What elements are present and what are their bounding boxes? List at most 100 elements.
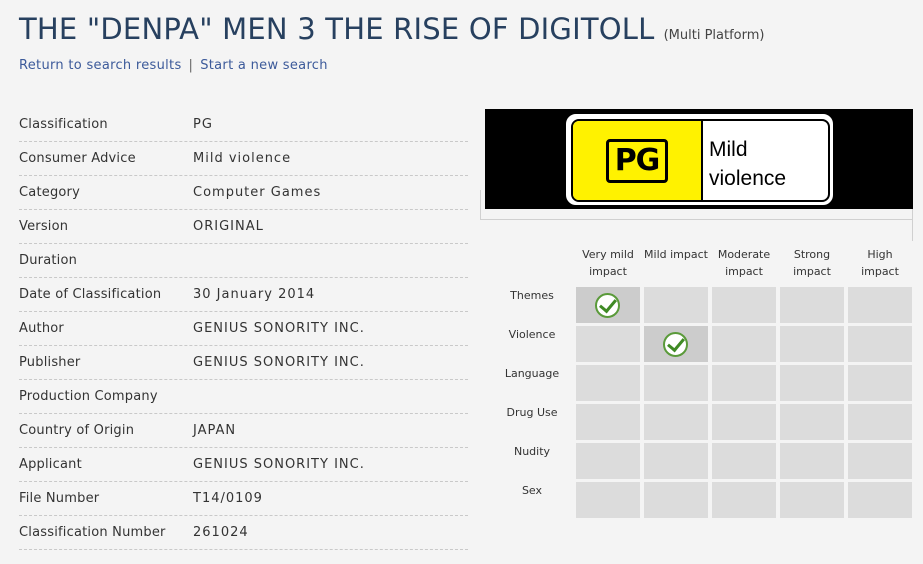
detail-value: GENIUS SONORITY INC.: [193, 355, 365, 370]
impact-cell: [644, 443, 708, 479]
detail-label: Production Company: [19, 389, 158, 404]
classification-details: Classification PG Consumer Advice Mild viol…: [19, 108, 468, 550]
impact-cell: [780, 404, 844, 440]
detail-label: Version: [19, 219, 69, 234]
check-circle-icon: [663, 332, 688, 357]
impact-level-header: Very mild impact: [575, 246, 641, 280]
detail-value: GENIUS SONORITY INC.: [193, 321, 365, 336]
impact-cell: [644, 482, 708, 518]
impact-cell: [848, 443, 912, 479]
advice-line-1: Mild: [709, 138, 748, 161]
impact-level-line: impact: [725, 265, 763, 278]
check-circle-icon: [595, 293, 620, 318]
impact-cell: [848, 482, 912, 518]
impact-cell: [780, 443, 844, 479]
impact-cell: [576, 287, 640, 323]
impact-cell: [848, 287, 912, 323]
detail-label: Category: [19, 185, 80, 200]
detail-row: Applicant GENIUS SONORITY INC.: [19, 448, 468, 482]
impact-level-line: Mild impact: [644, 248, 708, 261]
impact-cell: [780, 326, 844, 362]
impact-cell: [848, 326, 912, 362]
new-search-link[interactable]: Start a new search: [200, 58, 328, 73]
impact-cell: [644, 365, 708, 401]
detail-row: Consumer Advice Mild violence: [19, 142, 468, 176]
detail-row: File Number T14/0109: [19, 482, 468, 516]
impact-cell: [848, 365, 912, 401]
impact-cell: [644, 404, 708, 440]
detail-label: File Number: [19, 491, 100, 506]
impact-element-label: Sex: [521, 484, 543, 497]
detail-row: Version ORIGINAL: [19, 210, 468, 244]
detail-label: Consumer Advice: [19, 151, 136, 166]
pg-rating-label: PG Mild violence: [566, 114, 833, 205]
impact-level-header: Moderate impact: [711, 246, 777, 280]
impact-cell: [712, 404, 776, 440]
impact-cell: [576, 482, 640, 518]
detail-value: Computer Games: [193, 185, 322, 200]
impact-level-line: Strong: [793, 248, 831, 261]
detail-value: PG: [193, 117, 213, 132]
link-separator: |: [188, 58, 194, 73]
detail-label: Classification Number: [19, 525, 166, 540]
impact-cell: [712, 326, 776, 362]
detail-label: Country of Origin: [19, 423, 135, 438]
detail-label: Duration: [19, 253, 78, 268]
impact-cell: [848, 404, 912, 440]
detail-value: GENIUS SONORITY INC.: [193, 457, 365, 472]
impact-element-label: Drug Use: [506, 406, 558, 419]
impact-element-label: Themes: [510, 289, 554, 302]
impact-cell: [712, 443, 776, 479]
impact-level-line: impact: [793, 265, 831, 278]
detail-value: T14/0109: [193, 491, 263, 506]
detail-label: Classification: [19, 117, 108, 132]
detail-label: Applicant: [19, 457, 82, 472]
impact-cell: [780, 482, 844, 518]
detail-label: Author: [19, 321, 64, 336]
impact-cell: [712, 287, 776, 323]
impact-cell: [712, 482, 776, 518]
consumer-advice-text: Mild violence: [703, 121, 786, 200]
detail-value: Mild violence: [193, 151, 292, 166]
rating-badge: PG: [606, 138, 668, 183]
detail-value: ORIGINAL: [193, 219, 264, 234]
detail-row: Publisher GENIUS SONORITY INC.: [19, 346, 468, 380]
return-to-results-link[interactable]: Return to search results: [19, 58, 182, 73]
detail-row: Production Company: [19, 380, 468, 414]
advice-line-2: violence: [709, 167, 787, 190]
impact-cell: [576, 365, 640, 401]
impact-cell: [576, 326, 640, 362]
impact-level-header: Strong impact: [779, 246, 845, 280]
impact-element-label: Language: [504, 367, 560, 380]
impact-level-line: Moderate: [717, 248, 771, 261]
detail-row: Classification Number 261024: [19, 516, 468, 550]
impact-cell: [644, 287, 708, 323]
rating-panel: PG: [573, 121, 703, 200]
label-frame-edge: [909, 209, 913, 241]
detail-label: Date of Classification: [19, 287, 162, 302]
impact-level-header: High impact: [847, 246, 913, 280]
page-header: THE "DENPA" MEN 3 THE RISE OF DIGITOLL (…: [19, 12, 765, 46]
detail-row: Duration: [19, 244, 468, 278]
detail-value: JAPAN: [193, 423, 237, 438]
platform-label: (Multi Platform): [663, 28, 765, 43]
impact-level-line: High impact: [861, 248, 899, 278]
impact-cell: [712, 365, 776, 401]
impact-cell: [576, 443, 640, 479]
impact-cell: [780, 365, 844, 401]
detail-row: Country of Origin JAPAN: [19, 414, 468, 448]
impact-level-header: Mild impact: [643, 246, 709, 263]
detail-row: Author GENIUS SONORITY INC.: [19, 312, 468, 346]
impact-level-line: Very mild: [582, 248, 634, 261]
impact-element-label: Nudity: [513, 445, 551, 458]
detail-value: 30 January 2014: [193, 287, 316, 302]
detail-row: Date of Classification 30 January 2014: [19, 278, 468, 312]
detail-row: Classification PG: [19, 108, 468, 142]
detail-value: 261024: [193, 525, 249, 540]
impact-cell: [644, 326, 708, 362]
detail-label: Publisher: [19, 355, 81, 370]
impact-element-label: Violence: [508, 328, 556, 341]
page-title: THE "DENPA" MEN 3 THE RISE OF DIGITOLL: [19, 12, 655, 46]
detail-row: Category Computer Games: [19, 176, 468, 210]
impact-level-line: impact: [589, 265, 627, 278]
